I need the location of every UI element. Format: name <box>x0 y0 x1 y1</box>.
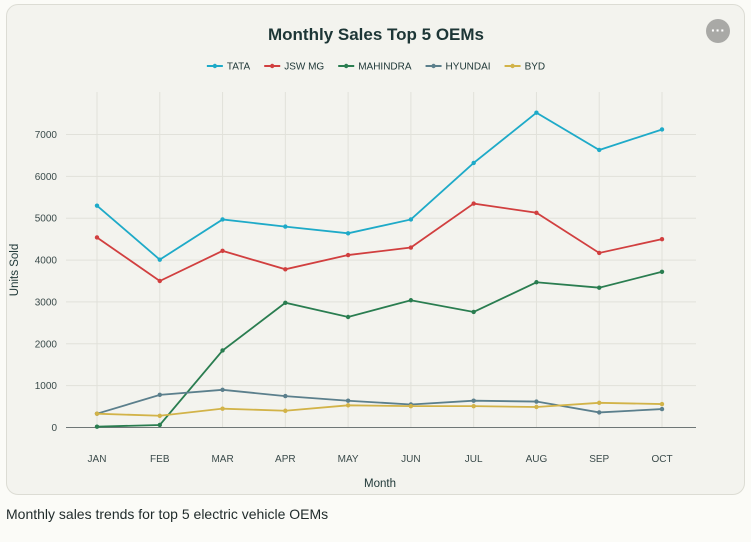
data-point-jsw-mg <box>471 201 476 206</box>
data-point-hyundai <box>471 398 476 403</box>
data-point-hyundai <box>345 398 351 403</box>
y-tick-label: 6000 <box>35 172 58 183</box>
y-axis-title: Units Sold <box>9 244 21 296</box>
data-point-byd <box>659 401 665 407</box>
data-point-hyundai <box>283 393 288 399</box>
legend-label-byd[interactable]: BYD <box>525 62 546 73</box>
data-point-jsw-mg <box>534 210 539 215</box>
data-point-jsw-mg <box>283 267 288 272</box>
data-point-tata <box>408 217 414 222</box>
y-tick-label: 1000 <box>35 381 58 392</box>
data-point-mahindra <box>220 348 225 353</box>
data-point-tata <box>597 147 602 153</box>
x-axis: JAN FEB MAR APR MAY JUN JUL AUG SEP OCT <box>88 454 673 465</box>
data-point-tata <box>659 127 665 132</box>
legend-marker-byd <box>510 63 515 69</box>
data-point-mahindra <box>283 300 288 305</box>
legend-label-mahindra[interactable]: MAHINDRA <box>358 62 412 73</box>
data-point-mahindra <box>659 269 665 274</box>
x-tick-label: APR <box>275 454 296 465</box>
data-point-mahindra <box>471 309 476 315</box>
y-axis: 0 1000 2000 3000 4000 5000 6000 7000 <box>35 130 58 434</box>
data-point-byd <box>94 411 100 416</box>
data-point-hyundai <box>534 399 539 404</box>
x-tick-label: OCT <box>651 454 672 465</box>
data-point-byd <box>597 400 602 406</box>
data-point-byd <box>220 406 225 411</box>
data-point-jsw-mg <box>94 235 100 240</box>
legend-marker-mahindra <box>344 63 349 69</box>
x-tick-label: JUN <box>401 454 420 465</box>
data-point-tata <box>345 231 351 236</box>
chart-card <box>6 4 745 495</box>
data-point-mahindra <box>597 285 602 290</box>
y-tick-label: 3000 <box>35 297 58 308</box>
x-tick-label: FEB <box>150 454 170 465</box>
chart-caption: Monthly sales trends for top 5 electric … <box>6 506 329 522</box>
legend-label-jsw-mg[interactable]: JSW MG <box>284 62 324 73</box>
legend-marker-hyundai <box>431 63 436 69</box>
data-point-tata <box>94 203 100 208</box>
data-point-jsw-mg <box>220 248 225 254</box>
series-line-byd <box>96 401 663 417</box>
x-tick-label: SEP <box>589 454 609 465</box>
legend-marker-tata <box>212 63 218 69</box>
x-tick-label: JUL <box>465 454 483 465</box>
data-point-hyundai <box>157 392 162 398</box>
series-line-mahindra <box>96 270 663 428</box>
data-point-tata <box>534 110 539 115</box>
data-point-mahindra <box>157 422 162 428</box>
x-axis-title: Month <box>364 478 396 490</box>
x-tick-label: MAR <box>211 454 233 465</box>
series-line-hyundai <box>96 388 663 415</box>
data-point-jsw-mg <box>157 278 162 284</box>
data-point-byd <box>408 403 414 409</box>
series-line-tata <box>96 111 663 261</box>
line-chart: Monthly Sales Top 5 OEMs TATA JSW MG MAHIN… <box>9 25 696 490</box>
data-point-byd <box>345 403 351 408</box>
y-tick-label: 0 <box>51 423 57 434</box>
legend-label-tata[interactable]: TATA <box>227 62 251 73</box>
more-options-button[interactable]: ··· <box>706 19 730 43</box>
y-tick-label: 5000 <box>35 214 58 225</box>
grid <box>66 92 696 428</box>
data-point-byd <box>471 403 476 409</box>
y-tick-label: 7000 <box>35 130 58 141</box>
data-point-mahindra <box>345 314 351 320</box>
legend: TATA JSW MG MAHINDRA HYUNDAI BYD <box>206 62 546 73</box>
data-point-mahindra <box>534 280 539 285</box>
data-point-hyundai <box>220 387 225 393</box>
data-point-byd <box>157 413 162 418</box>
data-point-byd <box>283 408 288 413</box>
data-point-hyundai <box>597 410 602 415</box>
data-point-jsw-mg <box>345 252 351 258</box>
data-point-mahindra <box>94 424 100 429</box>
x-tick-label: JAN <box>88 454 107 465</box>
data-point-jsw-mg <box>659 236 665 242</box>
legend-marker-jsw-mg <box>270 63 275 69</box>
data-point-hyundai <box>659 406 665 412</box>
x-tick-label: MAY <box>338 454 359 465</box>
chart-title: Monthly Sales Top 5 OEMs <box>268 25 484 44</box>
data-point-tata <box>471 160 476 166</box>
series-line-jsw-mg <box>96 202 663 283</box>
data-point-jsw-mg <box>408 245 414 250</box>
data-point-tata <box>157 257 162 262</box>
data-point-tata <box>283 224 288 229</box>
y-tick-label: 2000 <box>35 339 58 350</box>
legend-label-hyundai[interactable]: HYUNDAI <box>446 62 491 73</box>
data-point-mahindra <box>408 298 414 303</box>
data-point-jsw-mg <box>597 250 602 256</box>
data-point-byd <box>534 404 539 410</box>
y-tick-label: 4000 <box>35 256 58 267</box>
data-point-tata <box>220 217 225 222</box>
series-group <box>94 110 665 429</box>
x-tick-label: AUG <box>526 454 548 465</box>
